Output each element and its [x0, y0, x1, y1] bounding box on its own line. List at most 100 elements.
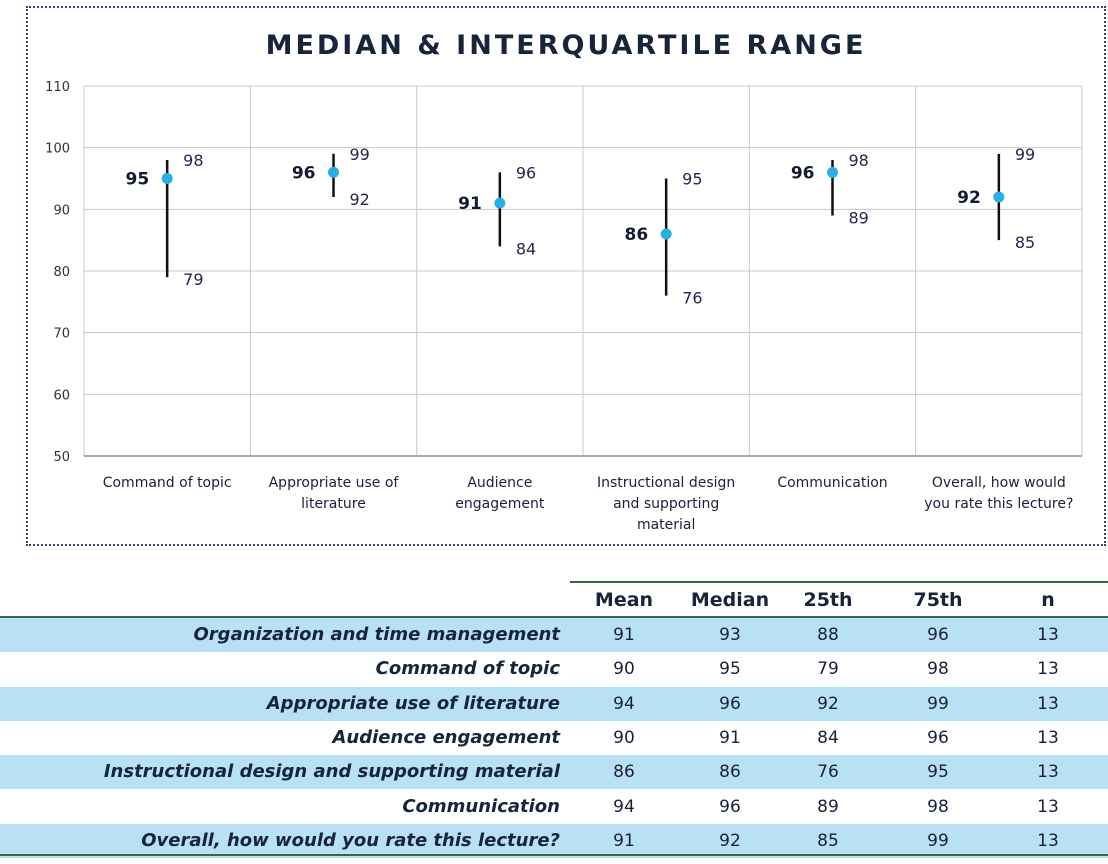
x-tick-label: Communication — [777, 475, 887, 491]
x-tick-label: engagement — [455, 496, 545, 512]
cell-p75: 95 — [927, 762, 949, 783]
table-header-rule — [0, 616, 1108, 618]
cell-mean: 90 — [613, 659, 635, 680]
median-data-label: 96 — [292, 163, 316, 183]
cell-n: 13 — [1037, 727, 1059, 748]
table-row: Communication 94 96 89 98 13 — [0, 790, 1108, 824]
q75-data-label: 98 — [183, 151, 203, 170]
row-label: Communication — [402, 795, 560, 817]
x-tick-label: Overall, how would — [932, 475, 1066, 491]
x-tick-label: Audience — [467, 475, 532, 491]
col-header-75th: 75th — [913, 589, 963, 611]
y-tick-label: 110 — [45, 80, 70, 95]
median-data-label: 92 — [957, 188, 981, 208]
cell-mean: 86 — [613, 762, 635, 783]
x-tick-label: you rate this lecture? — [924, 496, 1073, 512]
cell-median: 93 — [719, 625, 741, 645]
cell-p25: 92 — [817, 693, 839, 714]
row-label: Appropriate use of literature — [266, 692, 560, 714]
table-row: Instructional design and supporting mate… — [0, 755, 1108, 790]
chart-frame: MEDIAN & INTERQUARTILE RANGE 50 60 70 80 90 1… — [26, 6, 1106, 546]
cell-median: 96 — [719, 693, 741, 714]
cell-median: 86 — [719, 762, 741, 783]
iqr-plot: 50 60 70 80 90 100 110 Command of topic 95 98 79 Ap… — [45, 80, 1083, 533]
median-marker — [161, 173, 173, 184]
q75-data-label: 96 — [516, 163, 536, 182]
cell-p75: 96 — [927, 625, 949, 645]
x-tick-label: Appropriate use of — [269, 475, 400, 491]
q25-data-label: 76 — [682, 289, 702, 308]
cell-n: 13 — [1037, 796, 1059, 817]
q75-data-label: 99 — [1015, 145, 1035, 164]
y-tick-label: 50 — [53, 450, 70, 465]
cell-n: 13 — [1037, 762, 1059, 783]
median-marker — [494, 197, 506, 209]
cell-median: 95 — [719, 659, 741, 680]
cell-p25: 88 — [817, 625, 839, 645]
median-data-label: 96 — [791, 163, 815, 183]
median-data-label: 86 — [624, 225, 648, 245]
cell-p25: 89 — [817, 796, 839, 817]
col-header-mean: Mean — [594, 589, 654, 611]
cell-mean: 91 — [613, 830, 635, 851]
y-tick-label: 60 — [53, 388, 70, 403]
table-row: Command of topic 90 95 79 98 13 — [0, 652, 1108, 686]
q25-data-label: 84 — [516, 239, 536, 258]
median-marker — [328, 166, 339, 178]
cell-mean: 94 — [613, 693, 635, 714]
cell-p25: 84 — [817, 727, 839, 748]
y-tick-label: 80 — [53, 265, 70, 280]
cell-p75: 96 — [927, 727, 949, 748]
table-bottom-rule — [0, 854, 1108, 856]
table-row: Audience engagement 90 91 84 96 13 — [0, 721, 1108, 755]
cell-n: 13 — [1037, 830, 1059, 851]
median-marker — [993, 191, 1005, 203]
table-row: Overall, how would you rate this lecture… — [0, 823, 1108, 858]
cell-p75: 99 — [927, 693, 949, 714]
x-tick-label: material — [637, 517, 695, 533]
cell-p75: 98 — [927, 796, 949, 817]
y-tick-label: 100 — [45, 142, 70, 157]
median-marker — [660, 228, 672, 240]
row-label: Organization and time management — [193, 624, 561, 645]
cell-mean: 94 — [613, 796, 635, 817]
col-header-25th: 25th — [803, 589, 853, 611]
x-tick-label: literature — [301, 496, 366, 512]
cell-median: 91 — [719, 727, 741, 748]
cell-n: 13 — [1037, 625, 1059, 645]
row-label: Instructional design and supporting mate… — [103, 761, 560, 783]
cell-p75: 98 — [927, 659, 949, 680]
q25-data-label: 89 — [849, 209, 869, 228]
row-label: Overall, how would you rate this lecture… — [141, 829, 560, 851]
col-header-median: Median — [690, 589, 770, 611]
row-label: Audience engagement — [332, 726, 561, 748]
cell-median: 96 — [719, 796, 741, 817]
col-header-n: n — [1041, 589, 1055, 611]
median-marker — [827, 166, 838, 178]
table-header: Mean Median 25th 75th n — [0, 583, 1108, 617]
cell-median: 92 — [719, 830, 741, 851]
x-tick-label: Command of topic — [103, 475, 232, 491]
median-data-label: 95 — [125, 170, 149, 190]
q75-data-label: 98 — [849, 151, 869, 170]
x-tick-label: Instructional design — [597, 475, 735, 491]
q75-data-label: 99 — [350, 145, 370, 164]
y-tick-label: 90 — [53, 203, 70, 218]
table-row: Organization and time management 91 93 88 96… — [0, 618, 1108, 652]
cell-p25: 79 — [817, 659, 839, 680]
cell-p75: 99 — [927, 830, 949, 851]
table-top-rule — [570, 581, 1108, 583]
y-tick-label: 70 — [53, 327, 70, 342]
table-row: Appropriate use of literature 94 96 92 99 13 — [0, 686, 1108, 721]
q25-data-label: 92 — [350, 190, 370, 209]
median-data-label: 91 — [458, 194, 482, 214]
cell-n: 13 — [1037, 659, 1059, 680]
chart-title: MEDIAN & INTERQUARTILE RANGE — [265, 30, 867, 61]
q25-data-label: 85 — [1015, 233, 1035, 252]
cell-mean: 91 — [613, 625, 635, 645]
cell-p25: 85 — [817, 830, 839, 851]
cell-n: 13 — [1037, 693, 1059, 714]
cell-mean: 90 — [613, 727, 635, 748]
x-tick-label: and supporting — [613, 496, 719, 512]
cell-p25: 76 — [817, 762, 839, 783]
